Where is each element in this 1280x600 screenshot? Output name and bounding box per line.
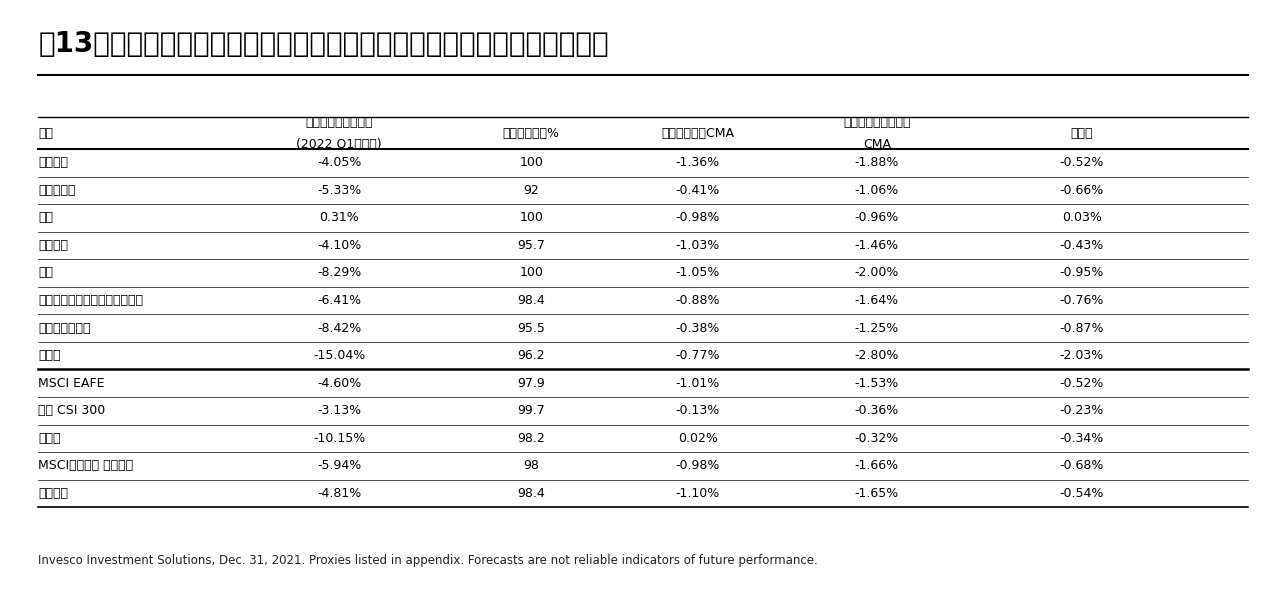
Text: -0.34%: -0.34% [1060,432,1103,445]
Text: -0.52%: -0.52% [1060,377,1103,390]
Text: -5.33%: -5.33% [317,184,361,197]
Text: -5.94%: -5.94% [317,460,361,472]
Text: 98.4: 98.4 [517,294,545,307]
Text: Invesco Investment Solutions, Dec. 31, 2021. Proxies listed in appendix. Forecas: Invesco Investment Solutions, Dec. 31, 2… [38,554,818,567]
Text: 変化幅: 変化幅 [1070,127,1093,140]
Text: -0.98%: -0.98% [676,460,719,472]
Text: 100: 100 [520,156,543,169]
Text: フェアバリュー調整: フェアバリュー調整 [306,116,372,130]
Text: -4.10%: -4.10% [317,239,361,252]
Text: カバレッジ、%: カバレッジ、% [503,127,559,140]
Text: -1.01%: -1.01% [676,377,719,390]
Text: 資産: 資産 [38,127,54,140]
Text: 92: 92 [524,184,539,197]
Text: -2.03%: -2.03% [1060,349,1103,362]
Text: -1.36%: -1.36% [676,156,719,169]
Text: -1.88%: -1.88% [855,156,899,169]
Text: -0.98%: -0.98% [676,211,719,224]
Text: カナダ: カナダ [38,349,61,362]
Text: -0.54%: -0.54% [1060,487,1103,500]
Text: 0.02%: 0.02% [677,432,718,445]
Text: -4.81%: -4.81% [317,487,361,500]
Text: -0.41%: -0.41% [676,184,719,197]
Text: -1.64%: -1.64% [855,294,899,307]
Text: 95.7: 95.7 [517,239,545,252]
Text: -8.29%: -8.29% [317,266,361,280]
Text: -1.66%: -1.66% [855,460,899,472]
Text: 100: 100 [520,266,543,280]
Text: -3.13%: -3.13% [317,404,361,418]
Text: 98.2: 98.2 [517,432,545,445]
Text: 99.7: 99.7 [517,404,545,418]
Text: 日本: 日本 [38,266,54,280]
Text: 英国: 英国 [38,211,54,224]
Text: -0.52%: -0.52% [1060,156,1103,169]
Text: -0.87%: -0.87% [1060,322,1103,335]
Text: -1.03%: -1.03% [676,239,719,252]
Text: 米国中小型: 米国中小型 [38,184,76,197]
Text: -0.77%: -0.77% [676,349,719,362]
Text: CMA: CMA [863,138,891,151]
Text: 新興国: 新興国 [38,432,61,445]
Text: 米国大型: 米国大型 [38,156,68,169]
Text: -1.65%: -1.65% [855,487,899,500]
Text: -0.66%: -0.66% [1060,184,1103,197]
Text: -15.04%: -15.04% [314,349,365,362]
Text: -0.95%: -0.95% [1060,266,1103,280]
Text: -0.38%: -0.38% [676,322,719,335]
Text: -0.13%: -0.13% [676,404,719,418]
Text: 0.03%: 0.03% [1061,211,1102,224]
Text: -0.32%: -0.32% [855,432,899,445]
Text: (2022 Q1モデル): (2022 Q1モデル) [297,138,381,151]
Text: ユーロ圏: ユーロ圏 [38,239,68,252]
Text: 97.9: 97.9 [517,377,545,390]
Text: 100: 100 [520,211,543,224]
Text: -1.46%: -1.46% [855,239,899,252]
Text: オーストラリア: オーストラリア [38,322,91,335]
Text: -10.15%: -10.15% [314,432,365,445]
Text: ベースケースCMA: ベースケースCMA [660,127,735,140]
Text: 98: 98 [524,460,539,472]
Text: 98.4: 98.4 [517,487,545,500]
Text: -1.06%: -1.06% [855,184,899,197]
Text: -0.96%: -0.96% [855,211,899,224]
Text: -1.10%: -1.10% [676,487,719,500]
Text: -8.42%: -8.42% [317,322,361,335]
Text: MSCI EAFE: MSCI EAFE [38,377,105,390]
Text: 95.5: 95.5 [517,322,545,335]
Text: -0.68%: -0.68% [1060,460,1103,472]
Text: 気候変動を考慮した: 気候変動を考慮した [844,116,910,130]
Text: 図13：気候変動を考慮したフェアバリュー調整後のバリュエーション変化: 図13：気候変動を考慮したフェアバリュー調整後のバリュエーション変化 [38,30,609,58]
Text: 0.31%: 0.31% [319,211,360,224]
Text: -0.43%: -0.43% [1060,239,1103,252]
Text: -2.00%: -2.00% [855,266,899,280]
Text: -1.05%: -1.05% [676,266,719,280]
Text: -4.05%: -4.05% [317,156,361,169]
Text: 世界株式: 世界株式 [38,487,68,500]
Text: MSCIワールド 除く米国: MSCIワールド 除く米国 [38,460,133,472]
Text: -1.25%: -1.25% [855,322,899,335]
Text: -1.53%: -1.53% [855,377,899,390]
Text: -6.41%: -6.41% [317,294,361,307]
Text: 96.2: 96.2 [517,349,545,362]
Text: -4.60%: -4.60% [317,377,361,390]
Text: 日本除くアジア・パシフィック: 日本除くアジア・パシフィック [38,294,143,307]
Text: -0.88%: -0.88% [676,294,719,307]
Text: -0.23%: -0.23% [1060,404,1103,418]
Text: -2.80%: -2.80% [855,349,899,362]
Text: -0.76%: -0.76% [1060,294,1103,307]
Text: -0.36%: -0.36% [855,404,899,418]
Text: 中国 CSI 300: 中国 CSI 300 [38,404,106,418]
